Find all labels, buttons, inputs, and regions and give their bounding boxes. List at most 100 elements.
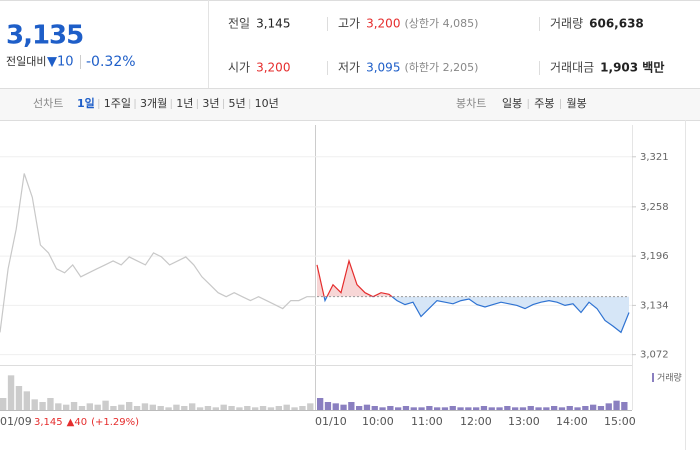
- volume-bar: [267, 407, 275, 410]
- stat-label: 고가: [338, 17, 360, 31]
- volume-bar: [317, 398, 324, 410]
- volume-bar: [220, 404, 227, 410]
- volume-bar: [252, 407, 259, 410]
- volume-bar: [39, 402, 46, 410]
- volume-bar: [434, 407, 441, 410]
- area-down: [317, 296, 629, 333]
- volume-bar: [527, 406, 534, 410]
- change-label: 전일대비: [6, 54, 46, 68]
- tab[interactable]: 3개월: [140, 97, 167, 110]
- volume-bar: [173, 404, 180, 410]
- prev-close: 3,145: [34, 417, 63, 428]
- volume-bar: [212, 407, 219, 410]
- stat-value: 606,638: [589, 17, 644, 31]
- volume-bar: [519, 407, 527, 410]
- rate: -0.32%: [86, 54, 136, 70]
- tab[interactable]: 월봉: [567, 97, 587, 110]
- volume-bar: [181, 406, 188, 410]
- stat-label: 전일: [228, 17, 250, 31]
- volume-bar: [102, 400, 109, 410]
- volume-bar: [613, 400, 620, 410]
- volume-bar: [473, 407, 480, 410]
- prev-line: [0, 173, 315, 333]
- change: ▼10: [47, 55, 74, 70]
- volume-bar: [189, 403, 196, 410]
- tab-group-label: 봉차트: [456, 97, 486, 110]
- volume-bar: [86, 403, 93, 410]
- volume-bar: [590, 404, 597, 410]
- legend-label: 거래량: [657, 372, 682, 384]
- volume-bar: [480, 406, 488, 410]
- volume-bar: [418, 407, 425, 410]
- volume-bar: [236, 407, 243, 410]
- volume-bar: [126, 402, 133, 410]
- volume-bar: [395, 407, 402, 410]
- volume-bar: [228, 406, 235, 410]
- y-tick-label: 3,072: [640, 350, 669, 361]
- volume-bar: [512, 407, 519, 410]
- volume-bar: [133, 406, 141, 410]
- volume-bar: [402, 406, 410, 410]
- volume-bar: [551, 406, 558, 410]
- volume-bar: [31, 399, 38, 410]
- volume-bar: [118, 404, 125, 410]
- today-line-down: [323, 296, 630, 334]
- volume-bar: [621, 402, 628, 410]
- volume-bar: [63, 404, 70, 410]
- stat-label: 거래대금: [550, 61, 594, 75]
- volume-bar: [157, 406, 164, 410]
- volume-bar: [504, 406, 511, 410]
- x-tick-label: 13:00: [508, 415, 540, 428]
- tab[interactable]: 일봉: [502, 96, 522, 110]
- tab[interactable]: 주봉: [534, 97, 554, 110]
- volume-bar: [275, 406, 282, 410]
- volume-bar: [70, 402, 78, 410]
- volume-bar: [426, 406, 433, 410]
- volume-bar: [535, 407, 542, 410]
- volume-bar: [488, 407, 495, 410]
- volume-bar: [244, 406, 251, 410]
- volume-bar: [259, 406, 267, 410]
- y-tick-label: 3,321: [640, 152, 669, 163]
- volume-bar: [110, 406, 117, 410]
- tab[interactable]: 1년: [176, 97, 193, 110]
- stat-value: 3,200: [256, 61, 290, 75]
- volume-bar: [457, 407, 464, 410]
- volume-bar: [363, 404, 371, 410]
- volume-bar: [149, 404, 156, 410]
- tab[interactable]: 1일: [77, 96, 95, 110]
- x-tick-label: 14:00: [556, 415, 588, 428]
- price: 3,135: [6, 21, 83, 51]
- volume-bar: [348, 402, 355, 410]
- x-tick-label: 11:00: [411, 415, 443, 428]
- tab[interactable]: 5년: [229, 97, 246, 110]
- volume-bar: [379, 407, 386, 410]
- stat-label: 시가: [228, 61, 250, 75]
- volume-bar: [15, 386, 23, 410]
- volume-bar: [94, 404, 101, 410]
- tab[interactable]: 10년: [255, 97, 279, 110]
- stat-value: 3,095: [366, 61, 400, 75]
- volume-bar: [283, 404, 290, 410]
- volume-bar: [0, 398, 7, 410]
- volume-bar: [47, 398, 54, 410]
- volume-bar: [574, 407, 581, 410]
- volume-bar: [582, 406, 589, 410]
- tab[interactable]: 3년: [202, 97, 219, 110]
- today-line-up: [316, 258, 393, 297]
- volume-bar: [566, 406, 573, 410]
- volume-bar: [597, 406, 605, 410]
- prev-rate: (+1.29%): [91, 417, 139, 428]
- volume-bar: [543, 407, 550, 410]
- x-tick-label: 10:00: [362, 415, 394, 428]
- stat-label: 저가: [338, 61, 360, 75]
- x-tick-label: 01/10: [315, 415, 347, 428]
- volume-bar: [324, 402, 332, 410]
- stat-value: 3,200: [366, 17, 400, 31]
- y-tick-label: 3,258: [640, 202, 669, 213]
- volume-bar: [465, 407, 472, 410]
- volume-bar: [356, 406, 363, 410]
- tab[interactable]: 1주일: [104, 96, 131, 110]
